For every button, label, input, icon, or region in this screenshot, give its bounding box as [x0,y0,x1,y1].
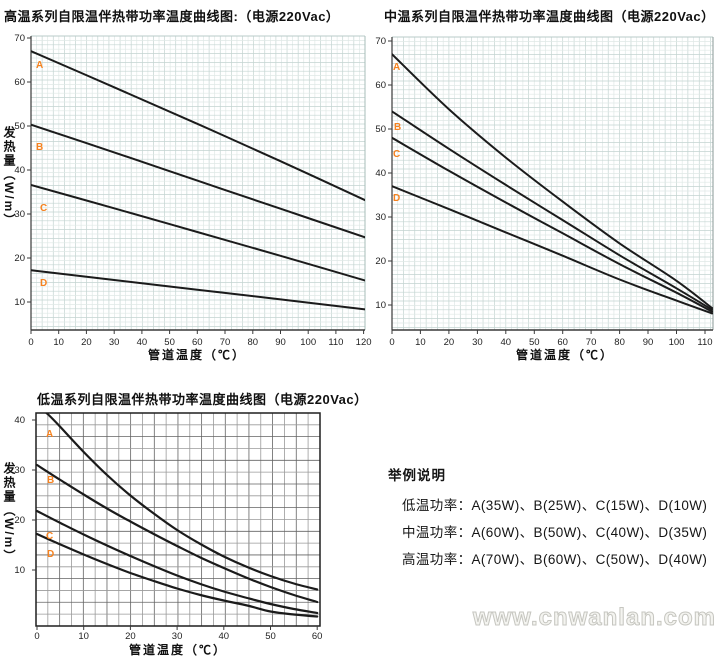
curve-medium-temp-A [392,53,713,310]
x-tick-label: 20 [443,337,455,348]
x-tick-label: 120 [355,337,372,348]
x-tick-label: 110 [697,337,713,348]
curve-medium-temp-B [392,110,713,311]
series-label-low-temp-A: A [46,429,54,440]
x-tick-label: 50 [164,337,175,348]
x-tick-label: 40 [218,631,230,642]
curve-low-temp-D [36,532,319,618]
x-tick-label: 70 [585,337,597,348]
x-tick-label: 60 [311,631,323,642]
x-tick-label: 30 [171,631,183,642]
chart-title-low-temp: 低温系列自限温伴热带功率温度曲线图（电源220Vac） [37,392,368,407]
curve-low-temp-A [44,413,319,591]
x-tick-label: 40 [136,337,148,348]
y-tick-label: 60 [375,80,386,91]
x-tick-label: 40 [500,337,512,348]
x-tick-label: 60 [557,337,568,348]
y-tick-label: 30 [14,465,25,476]
legend-heading: 举例说明 [388,468,446,483]
curve-high-temp-D [31,269,365,311]
x-tick-label: 20 [81,337,92,348]
x-tick-label: 0 [28,337,34,348]
y-tick-label: 30 [14,209,25,220]
curve-medium-temp-C [392,136,713,313]
y-tick-label: 40 [375,168,386,179]
series-label-high-temp-C: C [40,203,48,214]
y-tick-label: 50 [375,124,386,135]
y-tick-label: 10 [14,297,25,308]
chart-title-high-temp: 高温系列自限温伴热带功率温度曲线图:（电源220Vac） [4,9,340,24]
y-tick-label: 10 [375,300,386,311]
x-tick-label: 100 [300,337,317,348]
legend-line-low: 低温功率：A(35W)、B(25W)、C(15W)、D(10W) [402,498,708,513]
watermark-text: www.cnwanlan.com [472,604,716,632]
x-tick-label: 10 [53,337,64,348]
series-label-low-temp-B: B [47,475,55,486]
legend-line-high: 高温功率：A(70W)、B(60W)、C(50W)、D(40W) [402,552,708,567]
x-tick-label: 20 [125,631,136,642]
y-tick-label: 20 [14,253,25,264]
x-tick-label: 30 [472,337,483,348]
curve-high-temp-A [31,50,365,202]
series-label-low-temp-C: C [46,531,54,542]
series-label-medium-temp-B: B [394,122,402,133]
x-tick-label: 60 [192,337,203,348]
curve-high-temp-C [31,184,365,282]
x-axis-label-medium-temp: 管道温度（℃） [515,348,614,362]
series-label-high-temp-A: A [36,60,44,71]
y-tick-label: 70 [375,36,386,47]
y-tick-label: 20 [14,515,25,526]
y-tick-label: 70 [14,33,25,44]
series-label-medium-temp-C: C [393,149,401,160]
y-tick-label: 30 [375,212,386,223]
x-tick-label: 90 [275,337,286,348]
x-tick-label: 80 [247,337,259,348]
x-tick-label: 0 [389,337,395,348]
series-label-high-temp-D: D [40,278,48,289]
series-label-medium-temp-A: A [393,62,401,73]
series-label-medium-temp-D: D [393,193,401,204]
legend-line-medium: 中温功率：A(60W)、B(50W)、C(40W)、D(35W) [402,525,708,540]
y-axis-label-low-temp: 发热量（W/m） [2,462,16,564]
series-label-high-temp-B: B [36,142,44,153]
y-tick-label: 60 [14,77,25,88]
x-tick-label: 110 [328,337,344,348]
x-tick-label: 0 [34,631,40,642]
y-tick-label: 40 [14,415,25,426]
y-tick-label: 50 [14,121,25,132]
x-tick-label: 50 [529,337,540,348]
x-tick-label: 90 [642,337,654,348]
curve-medium-temp-D [392,185,713,315]
curve-low-temp-B [36,463,319,604]
y-axis-label-high-temp: 发热量（W/m） [2,126,16,228]
x-tick-label: 70 [219,337,231,348]
y-tick-label: 10 [14,565,25,576]
x-tick-label: 10 [415,337,426,348]
x-tick-label: 30 [108,337,120,348]
y-tick-label: 40 [14,165,25,176]
chart-title-medium-temp: 中温系列自限温伴热带功率温度曲线图（电源220Vac） [384,9,715,24]
x-tick-label: 100 [668,337,685,348]
series-label-low-temp-D: D [47,549,55,560]
y-tick-label: 20 [375,256,386,267]
curve-high-temp-B [31,123,365,239]
x-tick-label: 80 [614,337,625,348]
x-axis-label-low-temp: 管道温度（℃） [128,643,227,657]
x-tick-label: 50 [265,631,276,642]
curve-low-temp-C [36,509,319,615]
x-axis-label-high-temp: 管道温度（℃） [147,348,246,362]
x-tick-label: 10 [78,631,89,642]
